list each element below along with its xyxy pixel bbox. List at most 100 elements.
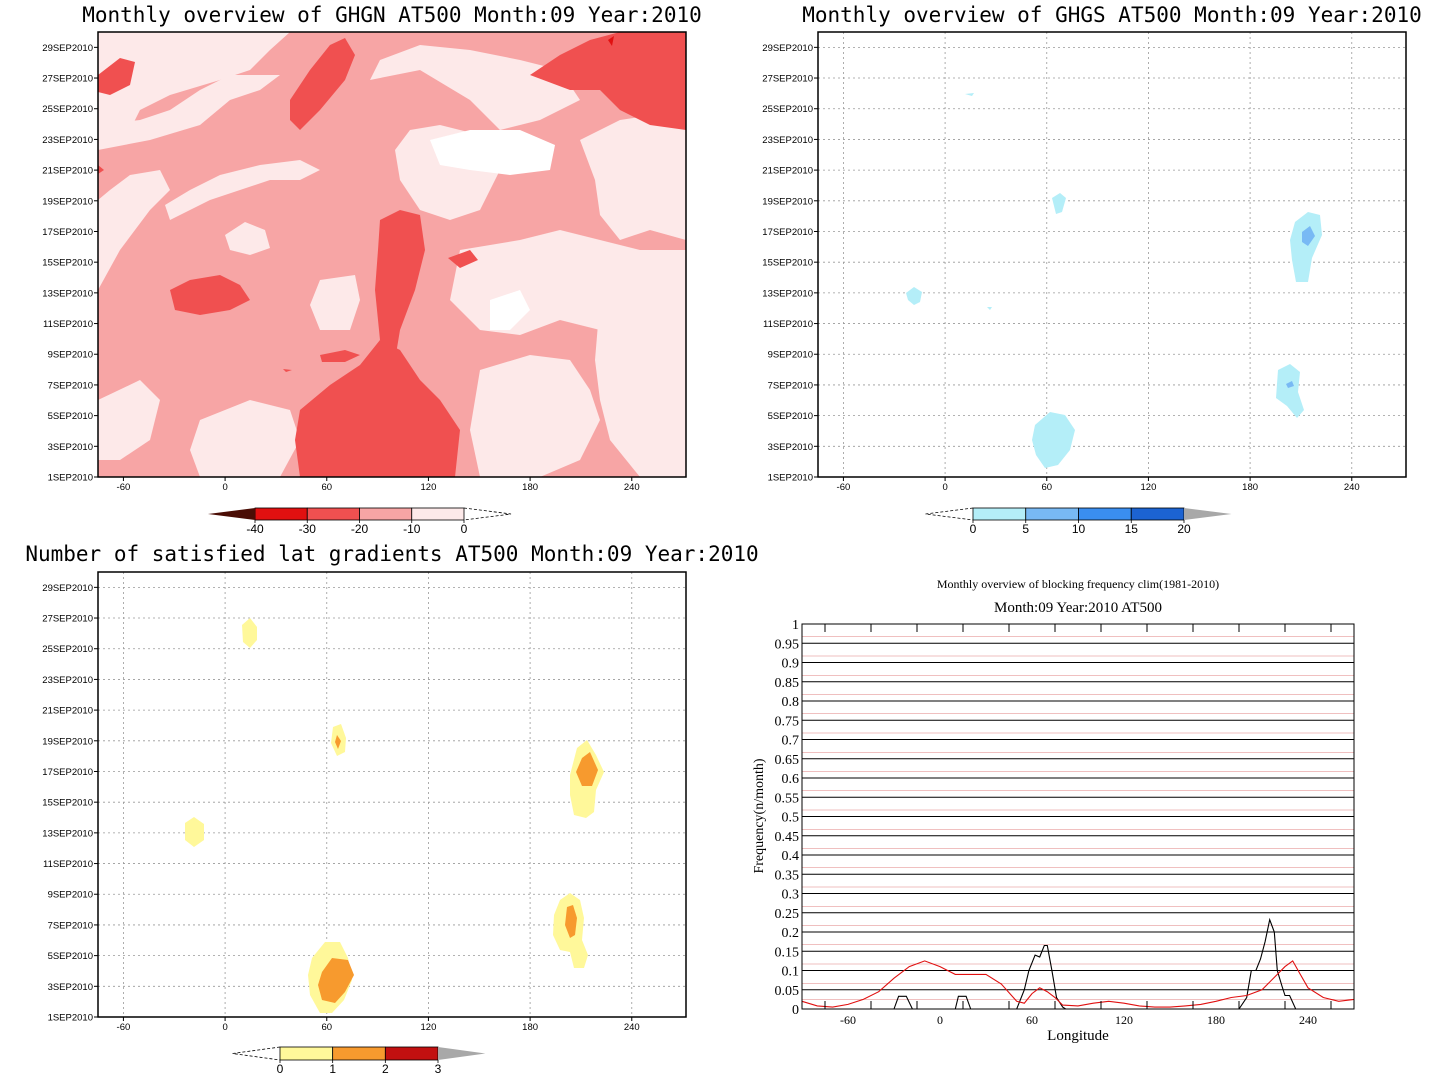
y-tick-label: 0.35: [775, 868, 800, 883]
y-tick-label: 15SEP2010: [762, 258, 813, 269]
x-tick-label: -60: [117, 482, 131, 493]
colorbar-swatch: [254, 507, 308, 521]
colorbar-label: 3: [435, 1062, 442, 1076]
gradients-y-axis: 1SEP2010 3SEP2010 5SEP2010 7SEP2010 9SEP2010…: [42, 583, 98, 1024]
y-tick-label: 11SEP2010: [43, 319, 93, 330]
colorbar-swatch: [972, 507, 1027, 521]
ghgn-light-regions: [98, 32, 686, 477]
y-tick-label: 1: [792, 618, 799, 633]
y-tick-label: 0.75: [775, 714, 800, 729]
ghgs-frame: [817, 31, 1407, 478]
ghgs-blob-1: [1032, 412, 1075, 468]
y-tick-label: 21SEP2010: [762, 166, 813, 177]
x-tick-label: -60: [117, 1022, 131, 1033]
y-tick-label: 13SEP2010: [762, 288, 813, 299]
y-tick-label: 25SEP2010: [42, 104, 93, 115]
x-tick-label: 120: [1141, 482, 1157, 493]
y-tick-label: 3SEP2010: [768, 442, 813, 453]
x-tick-label: 60: [321, 482, 332, 493]
x-tick-label: 180: [522, 482, 538, 493]
ghgs-field: [906, 93, 1322, 468]
y-tick-label: 0.05: [775, 984, 800, 999]
series-line-0: [802, 917, 1354, 1010]
blocking-y-axis: 0 0.05 0.1 0.15 0.2 0.25 0.3 0.35 0.4 0.45 0.5 0.55…: [775, 618, 800, 1018]
y-tick-label: 0.7: [782, 734, 800, 749]
colorbar-label: -10: [403, 522, 421, 536]
blocking-subtitle: Month:09 Year:2010 AT500: [994, 600, 1162, 616]
colorbar-swatch: [1078, 507, 1132, 521]
ghgs-blob-5: [906, 287, 922, 305]
gradients-field: [185, 618, 604, 1013]
gradients-grid: [98, 572, 686, 1018]
y-tick-label: 9SEP2010: [48, 350, 93, 361]
y-tick-label: 21SEP2010: [42, 706, 93, 717]
y-tick-label: 17SEP2010: [762, 227, 813, 238]
y-tick-label: 0.8: [782, 695, 800, 710]
ghgs-grid: [818, 32, 1406, 478]
y-tick-label: 0.45: [775, 830, 800, 845]
y-tick-label: 11SEP2010: [43, 859, 93, 870]
colorbar-label: 10: [1072, 522, 1086, 536]
x-tick-label: 60: [1041, 482, 1052, 493]
colorbar-swatch: [359, 507, 413, 521]
y-tick-label: 27SEP2010: [42, 74, 93, 85]
x-tick-label: 180: [1242, 482, 1258, 493]
y-tick-label: 19SEP2010: [762, 196, 813, 207]
x-tick-label: 120: [421, 482, 437, 493]
y-tick-label: 23SEP2010: [42, 135, 93, 146]
colorbar-label: 0: [970, 522, 977, 536]
ghgs-blob-4: [1052, 193, 1066, 214]
y-tick-label: 0.5: [782, 811, 800, 826]
x-tick-label: 240: [624, 482, 640, 493]
grad-blob-1-core: [318, 958, 354, 1003]
blocking-ylabel: Frequency(n/month): [752, 758, 767, 873]
colorbar-swatch: [306, 507, 360, 521]
x-tick-label: 240: [1344, 482, 1360, 493]
panel-ghgs-title: Monthly overview of GHGS AT500 Month:09 …: [802, 3, 1422, 27]
y-tick-label: 0.3: [782, 888, 800, 903]
colorbar-high-end: [1184, 508, 1232, 520]
y-tick-label: 7SEP2010: [48, 380, 93, 391]
blocking-x-axis: -60 0 60 120 180 240: [824, 624, 1332, 1027]
ghgs-blob-7: [987, 307, 992, 310]
y-tick-label: 19SEP2010: [42, 196, 93, 207]
y-tick-label: 25SEP2010: [42, 644, 93, 655]
ghgs-x-axis: -60 0 60 120 180 240: [837, 477, 1360, 493]
blocking-frame: [801, 623, 1355, 1010]
y-tick-label: 9SEP2010: [48, 890, 93, 901]
ghgn-x-axis: -60 0 60 120 180 240: [117, 477, 640, 493]
x-tick-label: 0: [937, 1013, 943, 1027]
ghgn-frame: [97, 31, 687, 478]
series-line-1: [801, 960, 1355, 1008]
panel-gradients-title: Number of satisfied lat gradients AT500 …: [25, 542, 758, 566]
y-tick-label: 29SEP2010: [762, 43, 813, 54]
x-tick-label: -60: [837, 482, 851, 493]
colorbar-label: 2: [382, 1062, 389, 1076]
colorbar-swatch: [1025, 507, 1079, 521]
colorbar-swatch: [279, 1046, 334, 1061]
y-tick-label: 23SEP2010: [762, 135, 813, 146]
gradients-x-axis: -60 0 60 120 180 240: [117, 1017, 640, 1033]
y-tick-label: 0: [792, 1003, 799, 1018]
x-tick-label: 0: [222, 482, 227, 493]
y-tick-label: 25SEP2010: [762, 104, 813, 115]
ghgs-blob-2: [1276, 364, 1304, 418]
colorbar-low-end: [207, 508, 255, 520]
y-tick-label: 3SEP2010: [48, 982, 93, 993]
panel-gradients: Number of satisfied lat gradients AT500 …: [25, 542, 758, 1076]
x-tick-label: 0: [222, 1022, 227, 1033]
y-tick-label: 21SEP2010: [42, 166, 93, 177]
y-tick-label: 0.85: [775, 676, 800, 691]
y-tick-label: 7SEP2010: [48, 920, 93, 931]
y-tick-label: 0.6: [782, 772, 800, 787]
y-tick-label: 9SEP2010: [768, 350, 813, 361]
panel-blocking-frequency: Monthly overview of blocking frequency c…: [752, 577, 1355, 1044]
ghgn-y-axis: 1SEP2010 3SEP2010 5SEP2010 7SEP2010 9SEP2010…: [42, 43, 98, 484]
colorbar-swatch: [384, 1046, 439, 1061]
x-tick-label: -60: [840, 1013, 856, 1027]
grad-blob-3-core: [576, 752, 598, 786]
blocking-grid: [802, 636, 1354, 1000]
y-tick-label: 19SEP2010: [42, 736, 93, 747]
y-tick-label: 15SEP2010: [42, 258, 93, 269]
